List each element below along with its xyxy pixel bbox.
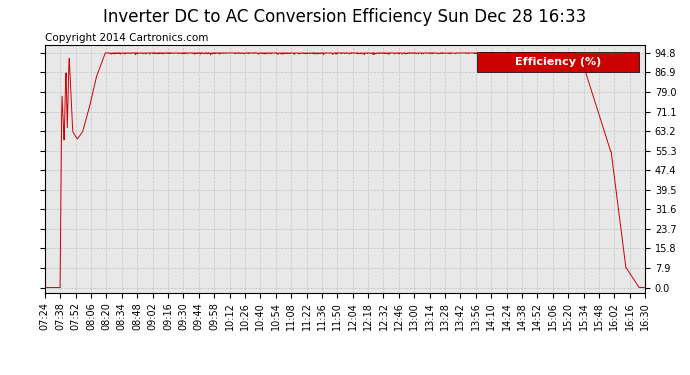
Text: Copyright 2014 Cartronics.com: Copyright 2014 Cartronics.com	[45, 33, 208, 42]
Text: Inverter DC to AC Conversion Efficiency Sun Dec 28 16:33: Inverter DC to AC Conversion Efficiency …	[104, 8, 586, 26]
Text: Efficiency (%): Efficiency (%)	[515, 57, 601, 68]
FancyBboxPatch shape	[477, 53, 639, 72]
